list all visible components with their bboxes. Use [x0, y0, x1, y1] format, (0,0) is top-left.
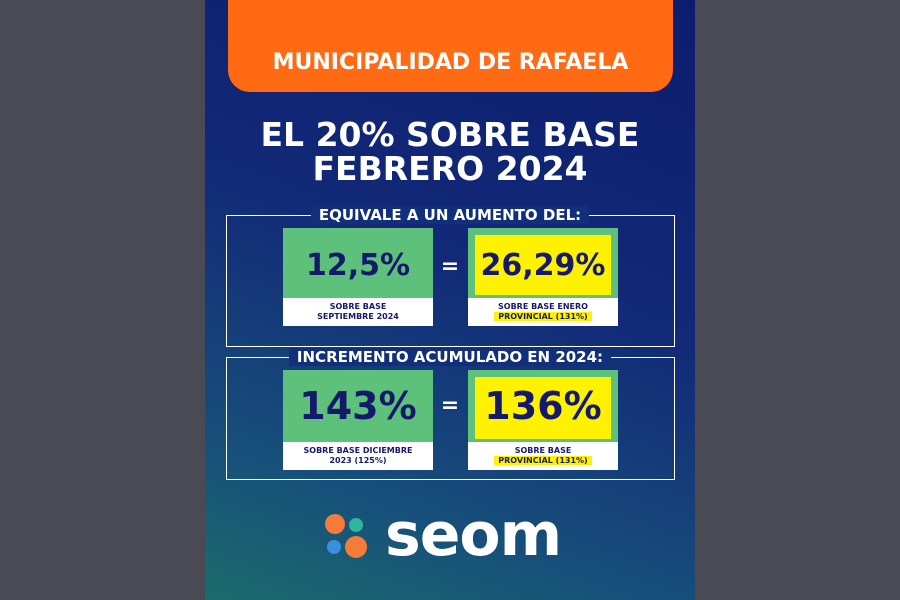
logo-text: seom [385, 500, 562, 570]
card-value: 143% [299, 384, 417, 428]
operator: = [440, 393, 460, 418]
value-card: 143% SOBRE BASE DICIEMBRE 2023 (125%) [283, 370, 433, 470]
caption-line: PROVINCIAL (131%) [494, 312, 592, 321]
caption-line: SOBRE BASE [329, 302, 387, 311]
section-heading: INCREMENTO ACUMULADO EN 2024: [205, 348, 695, 366]
caption-line: 2023 (125%) [329, 456, 387, 465]
caption-line: SOBRE BASE [514, 446, 572, 455]
value-card: 136% SOBRE BASE PROVINCIAL (131%) [468, 370, 618, 470]
caption-line: SOBRE BASE DICIEMBRE [303, 446, 413, 455]
logo-dot [327, 540, 341, 554]
card-value: 12,5% [305, 248, 411, 283]
card-caption: SOBRE BASE DICIEMBRE 2023 (125%) [283, 442, 433, 470]
caption-line: SEPTIEMBRE 2024 [317, 312, 399, 321]
header: MUNICIPALIDAD DE RAFAELA [228, 0, 673, 92]
value-card: 26,29% SOBRE BASE ENERO PROVINCIAL (131%) [468, 228, 618, 326]
card-caption: SOBRE BASE SEPTIEMBRE 2024 [283, 298, 433, 326]
card-value: 136% [484, 384, 602, 428]
logo-dot [349, 518, 363, 532]
operator: = [440, 254, 460, 279]
poster: MUNICIPALIDAD DE RAFAELA EL 20% SOBRE BA… [205, 0, 695, 600]
caption-line: SOBRE BASE ENERO [498, 302, 588, 311]
card-value: 26,29% [480, 248, 606, 283]
highlight-box [475, 235, 611, 295]
heading-text: EQUIVALE A UN AUMENTO DEL: [310, 206, 590, 224]
logo-dot [325, 514, 345, 534]
section-heading: EQUIVALE A UN AUMENTO DEL: [205, 206, 695, 224]
card-caption: SOBRE BASE ENERO PROVINCIAL (131%) [468, 298, 618, 326]
caption-line: PROVINCIAL (131%) [494, 456, 592, 465]
logo-dot [345, 536, 367, 558]
headline: FEBRERO 2024 [312, 149, 588, 188]
value-card: 12,5% SOBRE BASE SEPTIEMBRE 2024 [283, 228, 433, 326]
heading-text: INCREMENTO ACUMULADO EN 2024: [288, 348, 612, 366]
highlight-box [475, 377, 611, 439]
headline: EL 20% SOBRE BASE [260, 115, 640, 154]
card-caption: SOBRE BASE PROVINCIAL (131%) [468, 442, 618, 470]
header-title: MUNICIPALIDAD DE RAFAELA [272, 50, 629, 75]
